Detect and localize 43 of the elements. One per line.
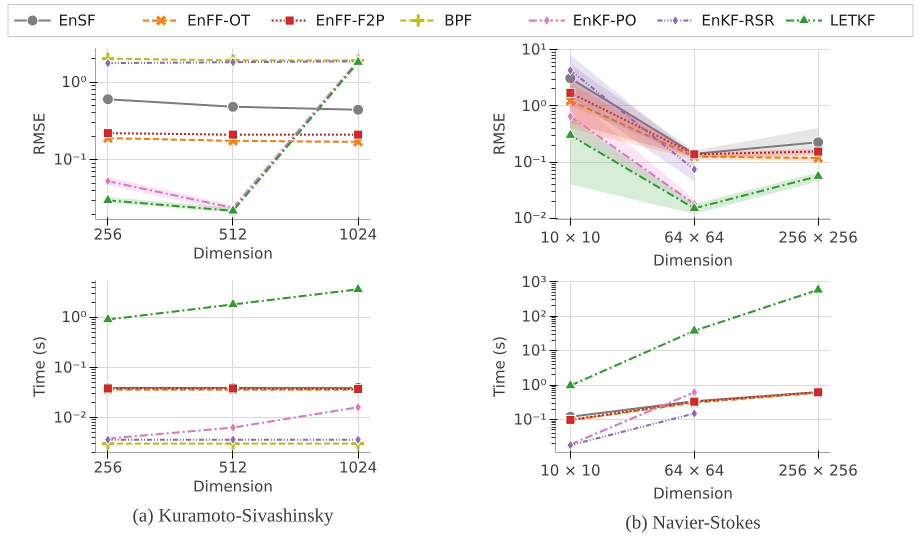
- y-tick-label: 10⁻¹: [53, 358, 87, 376]
- y-tick-label: 10¹: [521, 40, 547, 59]
- x-tick-label: 10 × 10: [540, 228, 601, 246]
- y-tick-label: 10⁰: [521, 376, 547, 394]
- legend-label: EnKF-RSR: [701, 12, 775, 30]
- x-tick-label: 256: [94, 226, 122, 244]
- x-axis-title: Dimension: [653, 484, 733, 502]
- x-axis-title: Dimension: [653, 252, 733, 270]
- x-tick-label: 512: [218, 458, 248, 476]
- y-axis-title: RMSE: [490, 112, 508, 156]
- x-axis-title: Dimension: [193, 244, 273, 262]
- x-tick-label: 256 × 256: [778, 228, 858, 246]
- x-tick-label: 256 × 256: [778, 462, 858, 480]
- y-tick-label: 10⁻²: [53, 408, 87, 426]
- y-tick-label: 10⁻¹: [53, 150, 87, 169]
- y-tick-label: 10⁰: [61, 308, 87, 326]
- y-tick-label: 10⁻¹: [513, 153, 547, 172]
- x-tick-label: 64 × 64: [664, 462, 724, 480]
- legend-label: LETKF: [830, 12, 876, 30]
- y-axis-title: Time (s): [30, 336, 48, 398]
- y-tick-label: 10⁻¹: [513, 410, 547, 429]
- text: (b) Navier-Stokes: [625, 512, 761, 534]
- text: (a) Kuramoto-Sivashinsky: [132, 506, 334, 526]
- y-tick-label: 10³: [521, 272, 547, 291]
- x-tick-label: 1024: [338, 458, 378, 476]
- x-axis-title: Dimension: [193, 478, 273, 496]
- y-axis-title: Time (s): [490, 336, 508, 398]
- x-tick-label: 256: [94, 458, 122, 476]
- y-tick-label: 10⁰: [521, 96, 547, 115]
- y-tick-label: 10²: [521, 307, 547, 326]
- y-tick-label: 10⁰: [61, 73, 87, 92]
- legend-label: EnFF-F2P: [316, 12, 385, 30]
- x-tick-label: 512: [218, 226, 248, 244]
- x-tick-label: 10 × 10: [540, 462, 601, 480]
- y-axis-title: RMSE: [30, 112, 48, 156]
- x-tick-label: 1024: [338, 226, 378, 244]
- y-tick-label: 10⁻²: [513, 209, 547, 228]
- legend-label: BPF: [444, 12, 472, 30]
- legend-label: EnKF-PO: [572, 12, 637, 30]
- legend-label: EnSF: [58, 12, 96, 30]
- y-tick-label: 10¹: [521, 342, 547, 360]
- x-tick-label: 64 × 64: [664, 228, 724, 246]
- legend-label: EnFF-OT: [187, 12, 251, 30]
